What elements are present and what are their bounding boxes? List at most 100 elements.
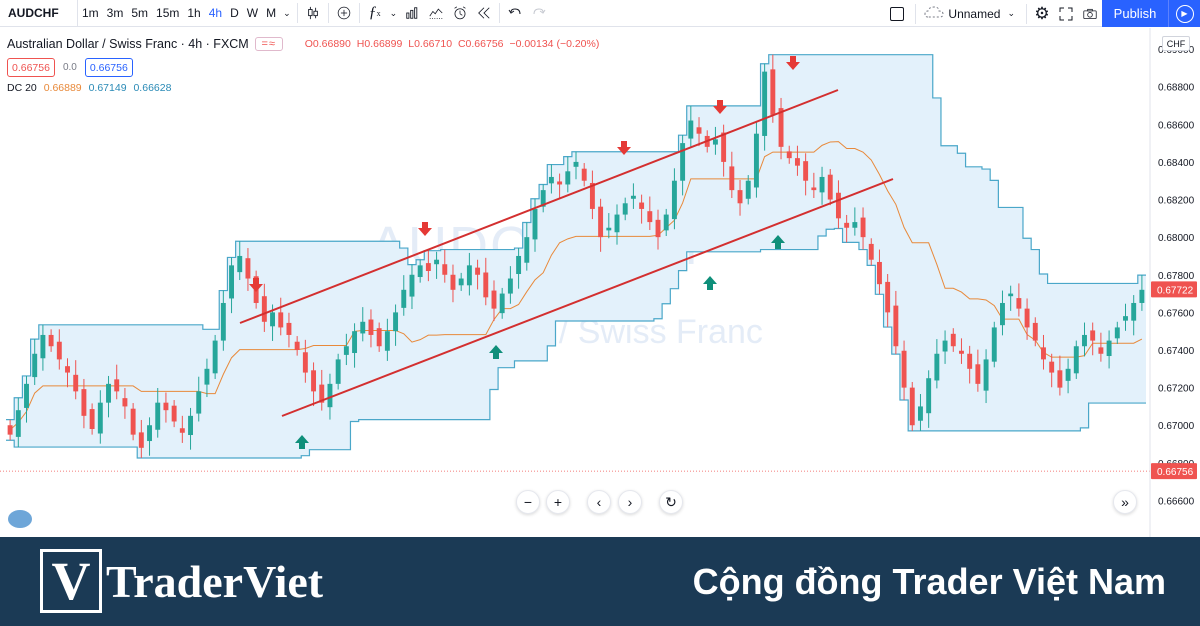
fullscreen-checkbox-icon[interactable] [890, 6, 905, 21]
candle-body [581, 168, 587, 181]
toolbar-divider [358, 3, 360, 23]
candle-body [352, 331, 358, 354]
candle-body [294, 341, 300, 350]
layout-menu[interactable]: Unnamed ⌄ [919, 0, 1023, 27]
layout-name: Unnamed [948, 6, 1001, 21]
candle-body [1106, 340, 1112, 357]
candle-body [1032, 322, 1038, 341]
settings-gear-icon[interactable]: ⚙ [1034, 3, 1050, 23]
candle-body [737, 190, 743, 204]
candle-body [655, 219, 661, 238]
indicator-legend[interactable]: DC 20 0.66889 0.67149 0.66628 [7, 82, 599, 94]
reset-chart-button[interactable]: ↻ [659, 490, 683, 514]
candle-body [893, 305, 899, 347]
candle-body [212, 340, 218, 374]
candle-body [368, 319, 374, 335]
undo-icon[interactable] [503, 0, 527, 27]
candle-body [753, 133, 759, 188]
candle-body [171, 405, 177, 422]
snapshot-camera-icon[interactable] [1078, 0, 1102, 27]
publish-button[interactable]: Publish [1102, 0, 1168, 27]
brand-logo: V TraderViet [40, 549, 323, 613]
candle-body [302, 352, 308, 373]
candle-body [868, 243, 874, 260]
interval-w[interactable]: W [246, 6, 259, 20]
price-chart[interactable]: 0.690000.688000.686000.684000.682000.680… [0, 28, 1200, 537]
add-indicator-plus-icon[interactable] [332, 0, 356, 27]
candle-body [196, 391, 202, 414]
candle-body [983, 359, 989, 391]
candle-body [491, 290, 497, 309]
candle-body [614, 214, 620, 233]
interval-5m[interactable]: 5m [131, 6, 149, 20]
candle-body [794, 158, 800, 166]
candle-body [1090, 330, 1096, 341]
candle-body [393, 312, 399, 332]
price-tick-label: 0.67200 [1158, 384, 1195, 395]
donchian-band-fill [10, 54, 1147, 458]
alert-clock-icon[interactable] [448, 0, 472, 27]
currency-label[interactable]: CHF [1162, 36, 1190, 51]
resistance-down-arrow-icon [786, 56, 800, 70]
interval-1m[interactable]: 1m [82, 6, 99, 20]
cloud-icon [924, 6, 948, 21]
open-value: O0.66890 [304, 38, 351, 50]
chart-pane[interactable]: AUDCHF, 4h Australian Dollar / Swiss Fra… [0, 28, 1200, 537]
sell-price-box[interactable]: 0.66756 [7, 58, 55, 77]
scroll-to-realtime-button[interactable]: » [1113, 490, 1137, 514]
candle-body [48, 334, 54, 347]
candle-body [278, 312, 284, 328]
legend-toggle-icon[interactable]: =≈ [254, 37, 283, 51]
candle-body [770, 69, 776, 115]
interval-m[interactable]: M [266, 6, 277, 20]
toolbar-divider [915, 3, 917, 24]
resistance-down-arrow-icon [713, 100, 727, 114]
last-price-label: 0.67722 [1157, 285, 1194, 296]
candle-body [606, 227, 612, 231]
resistance-down-arrow-icon [249, 278, 263, 292]
candle-body [327, 383, 333, 408]
interval-d[interactable]: D [230, 6, 239, 20]
fullscreen-expand-icon[interactable] [1054, 0, 1078, 27]
replay-rewind-icon[interactable] [472, 0, 496, 27]
last-price-tag [1151, 281, 1197, 298]
candle-body [483, 272, 489, 298]
candle-body [1024, 308, 1030, 328]
candle-body [811, 187, 817, 191]
layout-chevron-icon: ⌄ [1007, 8, 1015, 18]
toolbar-divider [1026, 3, 1027, 24]
candle-body [524, 237, 530, 263]
candle-body [1073, 346, 1079, 374]
scroll-right-button[interactable]: › [618, 490, 642, 514]
tradingview-logo-icon[interactable] [8, 510, 32, 528]
candle-body [639, 202, 645, 209]
brand-mark: V [40, 549, 102, 613]
candle-style-icon[interactable] [301, 0, 325, 27]
scroll-left-button[interactable]: ‹ [587, 490, 611, 514]
interval-3m[interactable]: 3m [106, 6, 124, 20]
play-button[interactable]: ▶ [1168, 0, 1200, 27]
candle-body [40, 334, 46, 359]
candle-body [819, 176, 825, 193]
candle-body [909, 387, 915, 426]
candle-body [24, 383, 29, 408]
interval-dropdown-chevron-icon[interactable]: ⌄ [283, 7, 291, 18]
candle-body [516, 255, 522, 275]
interval-4h[interactable]: 4h [208, 6, 223, 20]
financials-bar-icon[interactable] [400, 0, 424, 27]
symbol-search[interactable]: AUDCHF [0, 0, 78, 27]
zoom-out-button[interactable]: − [516, 490, 540, 514]
interval-15m[interactable]: 15m [156, 6, 180, 20]
indicators-chevron-icon[interactable]: ⌄ [389, 7, 398, 18]
candle-body [778, 108, 784, 147]
candle-body [89, 409, 95, 429]
candle-body [32, 353, 38, 378]
candle-body [671, 180, 677, 220]
redo-icon[interactable] [527, 0, 551, 27]
zoom-in-button[interactable]: + [546, 490, 570, 514]
buy-price-box[interactable]: 0.66756 [84, 58, 133, 77]
interval-1h[interactable]: 1h [187, 6, 201, 20]
compare-chart-icon[interactable] [424, 0, 448, 27]
candle-body [1000, 302, 1005, 326]
